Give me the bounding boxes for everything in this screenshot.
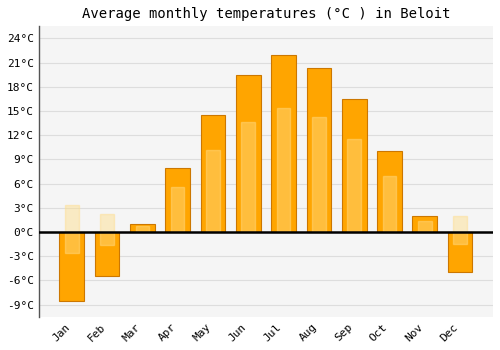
Bar xyxy=(306,68,331,232)
Bar xyxy=(412,216,437,232)
Bar xyxy=(65,205,78,253)
Bar xyxy=(454,216,467,244)
Bar xyxy=(136,226,149,232)
Bar xyxy=(130,224,155,232)
Bar xyxy=(166,168,190,232)
Bar xyxy=(312,117,326,232)
Bar xyxy=(342,99,366,232)
Bar xyxy=(377,151,402,232)
Bar xyxy=(418,221,432,232)
Bar xyxy=(271,55,296,232)
Bar xyxy=(60,232,84,301)
Bar xyxy=(94,232,120,276)
Title: Average monthly temperatures (°C ) in Beloit: Average monthly temperatures (°C ) in Be… xyxy=(82,7,450,21)
Bar xyxy=(100,214,114,245)
Bar xyxy=(236,75,260,232)
Bar xyxy=(206,150,220,232)
Bar xyxy=(348,139,361,232)
Bar xyxy=(171,187,184,232)
Bar xyxy=(277,108,290,232)
Bar xyxy=(382,176,396,232)
Bar xyxy=(242,122,255,232)
Bar xyxy=(200,115,226,232)
Bar xyxy=(448,232,472,272)
